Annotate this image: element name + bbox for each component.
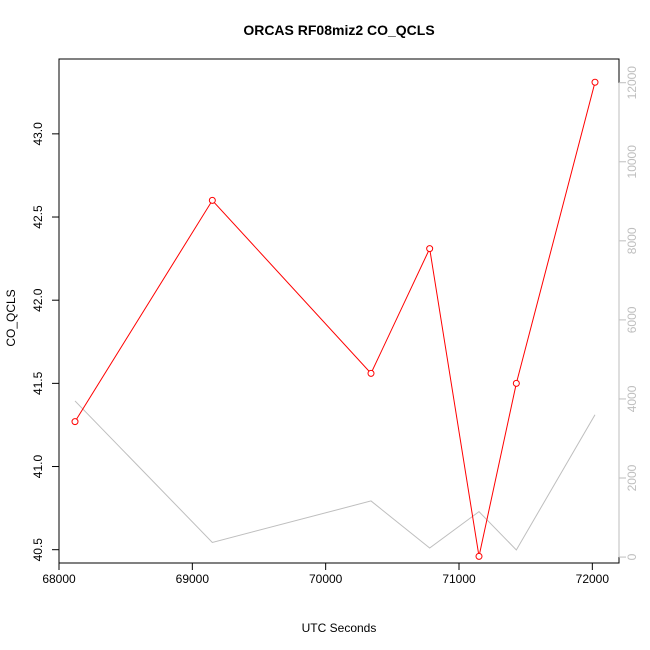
chart-title: ORCAS RF08miz2 CO_QCLS xyxy=(243,22,434,38)
data-point xyxy=(426,245,434,253)
y-tick-label: 40.5 xyxy=(31,538,45,562)
y2-tick-label: 0 xyxy=(625,553,639,560)
x-tick-label: 71000 xyxy=(442,572,476,586)
y-axis-left: 40.5 41.0 41.5 42.0 42.5 43.0 xyxy=(31,122,60,562)
x-tick-label: 68000 xyxy=(42,572,76,586)
y2-tick-label: 2000 xyxy=(625,464,639,491)
series-line-right xyxy=(74,400,596,551)
data-point xyxy=(208,196,216,204)
x-tick-label: 70000 xyxy=(309,572,343,586)
x-axis: 68000 69000 70000 71000 72000 xyxy=(42,562,610,586)
data-point xyxy=(591,78,599,86)
y-tick-label: 43.0 xyxy=(31,122,45,146)
series-layer xyxy=(71,78,599,560)
data-point xyxy=(475,552,483,560)
y-tick-label: 41.5 xyxy=(31,371,45,395)
series-line-left xyxy=(74,82,596,557)
y2-tick-label: 4000 xyxy=(625,385,639,412)
data-point xyxy=(512,379,520,387)
x-tick-label: 69000 xyxy=(176,572,210,586)
x-axis-label: UTC Seconds xyxy=(302,621,377,635)
y2-tick-label: 12000 xyxy=(625,66,639,100)
x-tick-label: 72000 xyxy=(576,572,610,586)
y2-tick-label: 6000 xyxy=(625,306,639,333)
y2-tick-label: 10000 xyxy=(625,145,639,179)
y-tick-label: 41.0 xyxy=(31,455,45,479)
y-axis-right: 0 2000 4000 6000 8000 10000 12000 xyxy=(618,66,639,560)
y-axis-label: CO_QCLS xyxy=(4,289,18,346)
y-tick-label: 42.0 xyxy=(31,288,45,312)
data-point xyxy=(367,369,375,377)
data-point xyxy=(71,418,79,426)
y2-tick-label: 8000 xyxy=(625,227,639,254)
y-tick-label: 42.5 xyxy=(31,205,45,229)
